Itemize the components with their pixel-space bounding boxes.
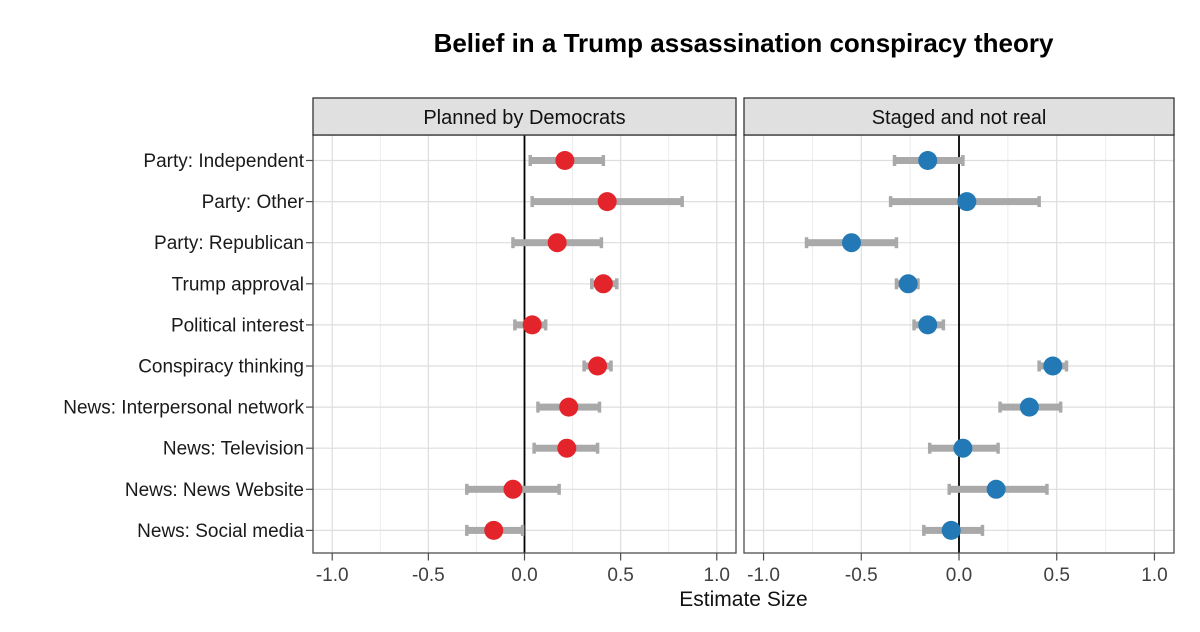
error-bar-cap <box>916 278 920 290</box>
error-bar-cap <box>998 401 1002 413</box>
error-bar-cap <box>465 524 469 536</box>
data-point <box>1019 397 1039 417</box>
data-point <box>484 520 504 540</box>
error-bar-cap <box>520 524 525 536</box>
error-bar-cap <box>927 442 932 454</box>
error-bar-cap <box>961 155 965 166</box>
error-bar-cap <box>941 319 946 331</box>
x-tick-label: 0.0 <box>511 565 537 586</box>
error-bar-cap <box>543 319 548 331</box>
error-bar-cap <box>597 401 602 413</box>
facet-strip <box>743 97 1175 136</box>
x-tick-label: -0.5 <box>845 565 878 586</box>
error-bar-cap <box>922 524 926 536</box>
x-tick-label: 0.5 <box>607 565 633 586</box>
error-bar-cap <box>609 360 613 372</box>
error-bar-cap <box>532 442 536 454</box>
data-point <box>597 192 617 212</box>
data-point <box>986 479 1006 499</box>
x-tick-label: -1.0 <box>747 565 780 586</box>
x-tick-label: -1.0 <box>316 565 349 586</box>
error-bar-cap <box>528 155 533 166</box>
x-tick-label: 0.5 <box>1044 565 1070 586</box>
data-point <box>898 274 918 294</box>
y-axis-label: News: Social media <box>137 521 304 542</box>
error-bar-cap <box>1064 360 1069 372</box>
data-point <box>555 151 575 170</box>
x-tick-label: 1.0 <box>704 565 730 586</box>
y-axis-label: Party: Other <box>202 192 305 213</box>
data-point <box>842 233 861 253</box>
error-bar-cap <box>536 401 540 413</box>
error-bar-cap <box>912 319 916 331</box>
data-point <box>547 233 567 253</box>
data-point <box>957 192 977 212</box>
y-axis-label: Party: Independent <box>143 151 304 172</box>
y-axis-label: Conspiracy thinking <box>138 357 304 378</box>
error-bar-cap <box>888 196 893 208</box>
y-axis-label: News: Television <box>163 439 304 460</box>
error-bar-cap <box>590 278 594 290</box>
x-tick-label: 1.0 <box>1141 565 1167 586</box>
facet-label: Planned by Democrats <box>423 107 625 129</box>
data-point <box>522 315 542 335</box>
error-bar-cap <box>894 278 899 290</box>
facet-strip <box>312 97 737 136</box>
error-bar-cap <box>1037 196 1041 208</box>
y-axis-label: Political interest <box>171 315 305 336</box>
error-bar-cap <box>599 237 604 249</box>
error-bar-cap <box>1045 483 1049 495</box>
error-bar-cap <box>557 483 561 495</box>
error-bar-cap <box>894 237 899 249</box>
error-bar-cap <box>1037 360 1041 372</box>
data-point <box>503 479 523 499</box>
data-point <box>953 438 973 458</box>
error-bar-cap <box>465 483 469 495</box>
data-point <box>559 397 579 417</box>
x-axis-title: Estimate Size <box>679 588 808 611</box>
data-point <box>588 356 608 376</box>
error-bar-cap <box>804 237 809 249</box>
error-bar-cap <box>582 360 586 372</box>
error-bar-cap <box>947 483 951 495</box>
chart-title: Belief in a Trump assassination conspira… <box>433 28 1054 58</box>
y-axis-label: Party: Republican <box>154 233 304 254</box>
data-point <box>918 151 938 170</box>
data-point <box>593 274 613 294</box>
error-bar-cap <box>530 196 534 208</box>
error-bar-cap <box>996 442 1000 454</box>
y-axis-label: News: Interpersonal network <box>63 398 304 419</box>
error-bar-cap <box>513 319 517 331</box>
error-bar-cap <box>595 442 600 454</box>
error-bar-cap <box>1058 401 1063 413</box>
error-bar-cap <box>615 278 619 290</box>
x-tick-label: 0.0 <box>946 565 972 586</box>
y-axis-label: News: News Website <box>125 480 304 501</box>
error-bar-cap <box>601 155 606 166</box>
facet-label: Staged and not real <box>872 107 1047 129</box>
y-axis-label: Trump approval <box>172 274 304 295</box>
error-bar-cap <box>680 196 684 208</box>
data-point <box>557 438 577 458</box>
data-point <box>918 315 938 335</box>
error-bar-cap <box>980 524 985 536</box>
error-bar-cap <box>511 237 515 249</box>
data-point <box>1043 356 1063 376</box>
x-tick-label: -0.5 <box>412 565 445 586</box>
error-bar-cap <box>892 155 897 166</box>
data-point <box>941 520 961 540</box>
